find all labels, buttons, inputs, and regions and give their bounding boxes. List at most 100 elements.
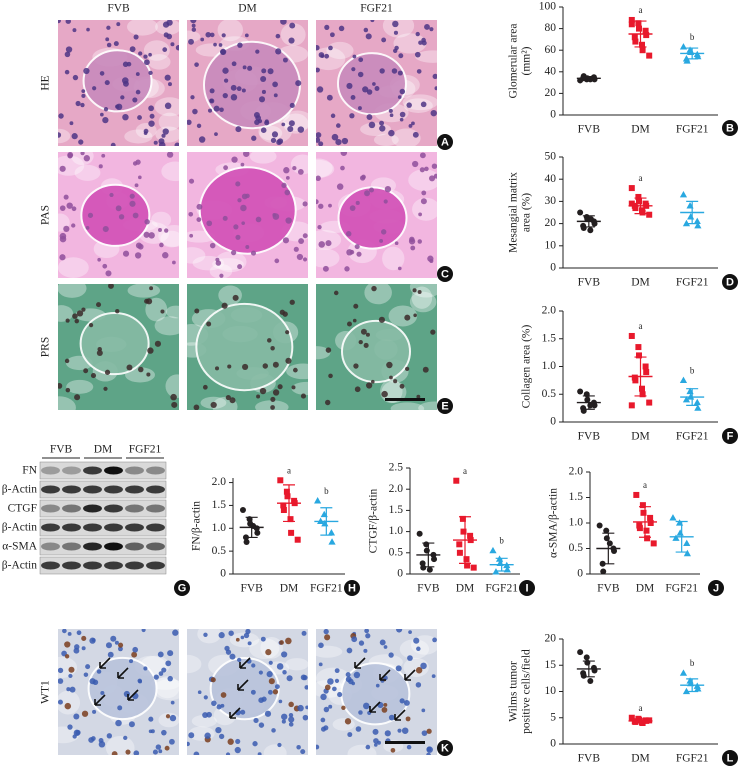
row-label: HE (40, 75, 52, 90)
glomerulus (341, 319, 412, 384)
nucleus (58, 20, 61, 24)
nucleus (399, 88, 406, 95)
nucleus (225, 752, 231, 755)
nucleus (237, 42, 243, 48)
micrograph (187, 152, 308, 278)
arrow (354, 657, 366, 669)
tubule (187, 654, 202, 674)
nucleus (81, 307, 86, 312)
nucleus (98, 741, 106, 748)
panel-letter: H (348, 582, 356, 594)
nucleus (235, 637, 240, 642)
blot-band (83, 504, 102, 513)
nucleus (234, 746, 241, 754)
tubule (249, 152, 277, 164)
nucleus (288, 712, 294, 718)
nucleus (65, 318, 70, 323)
data-point (416, 530, 423, 537)
nucleus (322, 265, 329, 272)
nucleus (168, 82, 172, 87)
nucleus (403, 699, 410, 706)
data-point (580, 672, 587, 679)
sd-bar (582, 76, 595, 81)
arrow (379, 669, 391, 681)
nucleus (362, 702, 370, 710)
tubule (249, 638, 280, 659)
x-tick-label: FGF21 (676, 277, 709, 289)
nucleus (355, 726, 362, 732)
nucleus (268, 660, 273, 665)
nucleus (129, 659, 134, 664)
nucleus (262, 363, 268, 369)
nucleus (363, 27, 369, 33)
panel-letter: D (726, 276, 734, 288)
tubule (218, 285, 242, 306)
nucleus (317, 224, 322, 230)
nucleus (324, 24, 330, 30)
nucleus (267, 689, 273, 695)
data-point (669, 514, 677, 521)
nucleus (188, 178, 195, 184)
data-point (284, 493, 291, 500)
data-point (643, 369, 650, 376)
nucleus (236, 86, 242, 92)
tubule (191, 714, 217, 728)
tubule (316, 645, 343, 658)
nucleus (302, 714, 308, 721)
nucleus (394, 241, 399, 246)
nucleus (115, 205, 122, 212)
tubule (412, 197, 437, 221)
tubule (58, 726, 80, 744)
nucleus (341, 137, 349, 145)
tubule (160, 230, 179, 248)
blot-strip (39, 556, 167, 575)
nucleus (355, 200, 360, 206)
data-point (646, 399, 653, 406)
data-point (591, 402, 598, 409)
nucleus (260, 636, 266, 642)
y-tick-label: 0 (550, 738, 556, 750)
data-point (632, 377, 639, 384)
micrograph-content (58, 152, 179, 278)
nucleus (110, 635, 117, 642)
data-point (676, 529, 684, 536)
nucleus (420, 198, 427, 205)
nucleus (229, 653, 236, 660)
y-axis-label: Glomerular area (508, 23, 520, 98)
nucleus (121, 77, 129, 84)
nucleus (174, 142, 179, 146)
panel-letter: E (441, 400, 448, 412)
nucleus (187, 741, 190, 747)
nucleus (69, 121, 74, 126)
nucleus (280, 20, 287, 25)
nucleus (196, 123, 202, 129)
y-tick-label: 0.5 (212, 545, 227, 557)
nucleus (253, 717, 259, 724)
glomerulus (82, 49, 153, 113)
micrograph-content (316, 284, 437, 410)
nucleus (67, 724, 73, 730)
nucleus (83, 672, 89, 677)
nucleus (152, 749, 158, 755)
nucleus (318, 52, 325, 58)
nucleus (285, 330, 290, 335)
nucleus (158, 228, 162, 232)
nucleus (328, 373, 333, 379)
glomerulus (195, 302, 294, 392)
data-point (583, 654, 590, 661)
data-point (596, 522, 603, 529)
x-tick-label: DM (631, 124, 650, 136)
nucleus (218, 43, 223, 47)
blot-band (125, 504, 144, 513)
nucleus (96, 302, 102, 308)
nucleus (379, 125, 386, 132)
tubule (402, 94, 437, 111)
data-point (280, 507, 287, 513)
nucleus (336, 123, 341, 128)
nucleus (241, 88, 246, 93)
nucleus (63, 194, 69, 200)
nucleus (408, 238, 416, 245)
data-point (636, 352, 642, 359)
tubule (286, 363, 308, 380)
nucleus (272, 689, 279, 695)
